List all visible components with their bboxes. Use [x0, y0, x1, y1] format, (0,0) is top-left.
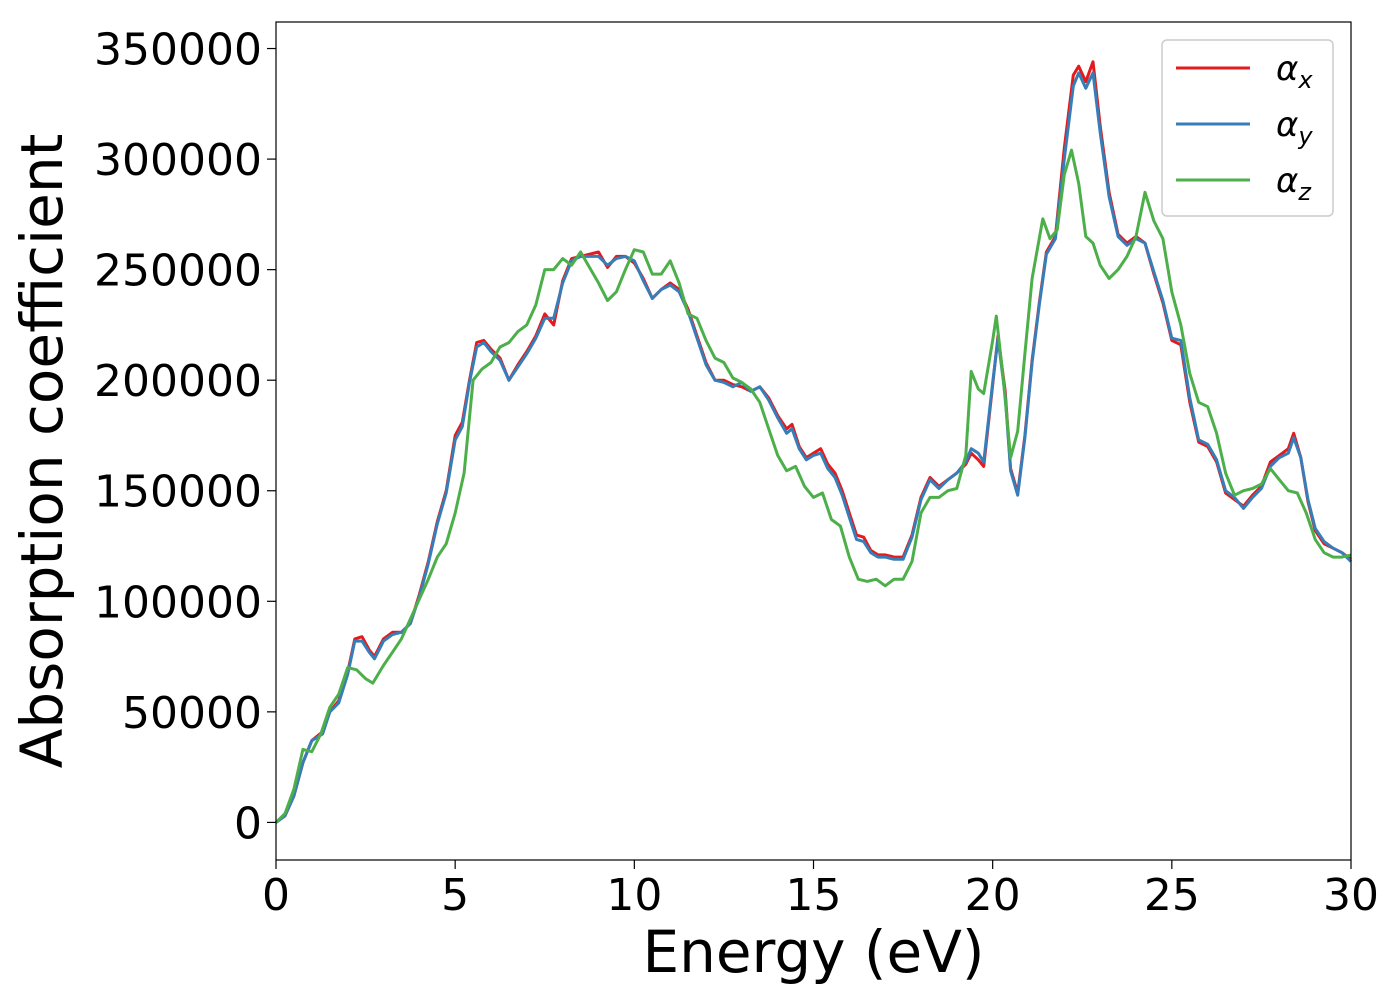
x-tick-label: 25 [1144, 870, 1200, 921]
y-axis-label: Absorption coefficient [8, 134, 76, 769]
y-tick-label: 200000 [94, 356, 262, 407]
x-tick-label: 0 [262, 870, 290, 921]
y-tick-label: 0 [234, 798, 262, 849]
x-tick-label: 30 [1323, 870, 1379, 921]
y-tick-label: 50000 [122, 688, 262, 739]
plot-lines [274, 60, 1353, 824]
y-tick-label: 100000 [94, 577, 262, 628]
y-tick-label: 350000 [94, 25, 262, 76]
series-line-z [274, 148, 1352, 824]
x-axis-label: Energy (eV) [642, 918, 984, 986]
x-tick-label: 20 [965, 870, 1021, 921]
legend-box [1161, 39, 1334, 217]
x-tick-label: 5 [441, 870, 469, 921]
x-tick-label: 10 [606, 870, 662, 921]
y-axis-ticks: 0 50000 100000 150000 200000 250000 300000 3500… [94, 25, 276, 849]
y-tick-label: 150000 [94, 467, 262, 518]
series-line-y [275, 71, 1353, 824]
y-tick-label: 250000 [94, 246, 262, 297]
x-axis-ticks: 0 5 10 15 20 25 30 [262, 860, 1379, 921]
x-tick-label: 15 [786, 870, 842, 921]
y-tick-label: 300000 [94, 135, 262, 186]
